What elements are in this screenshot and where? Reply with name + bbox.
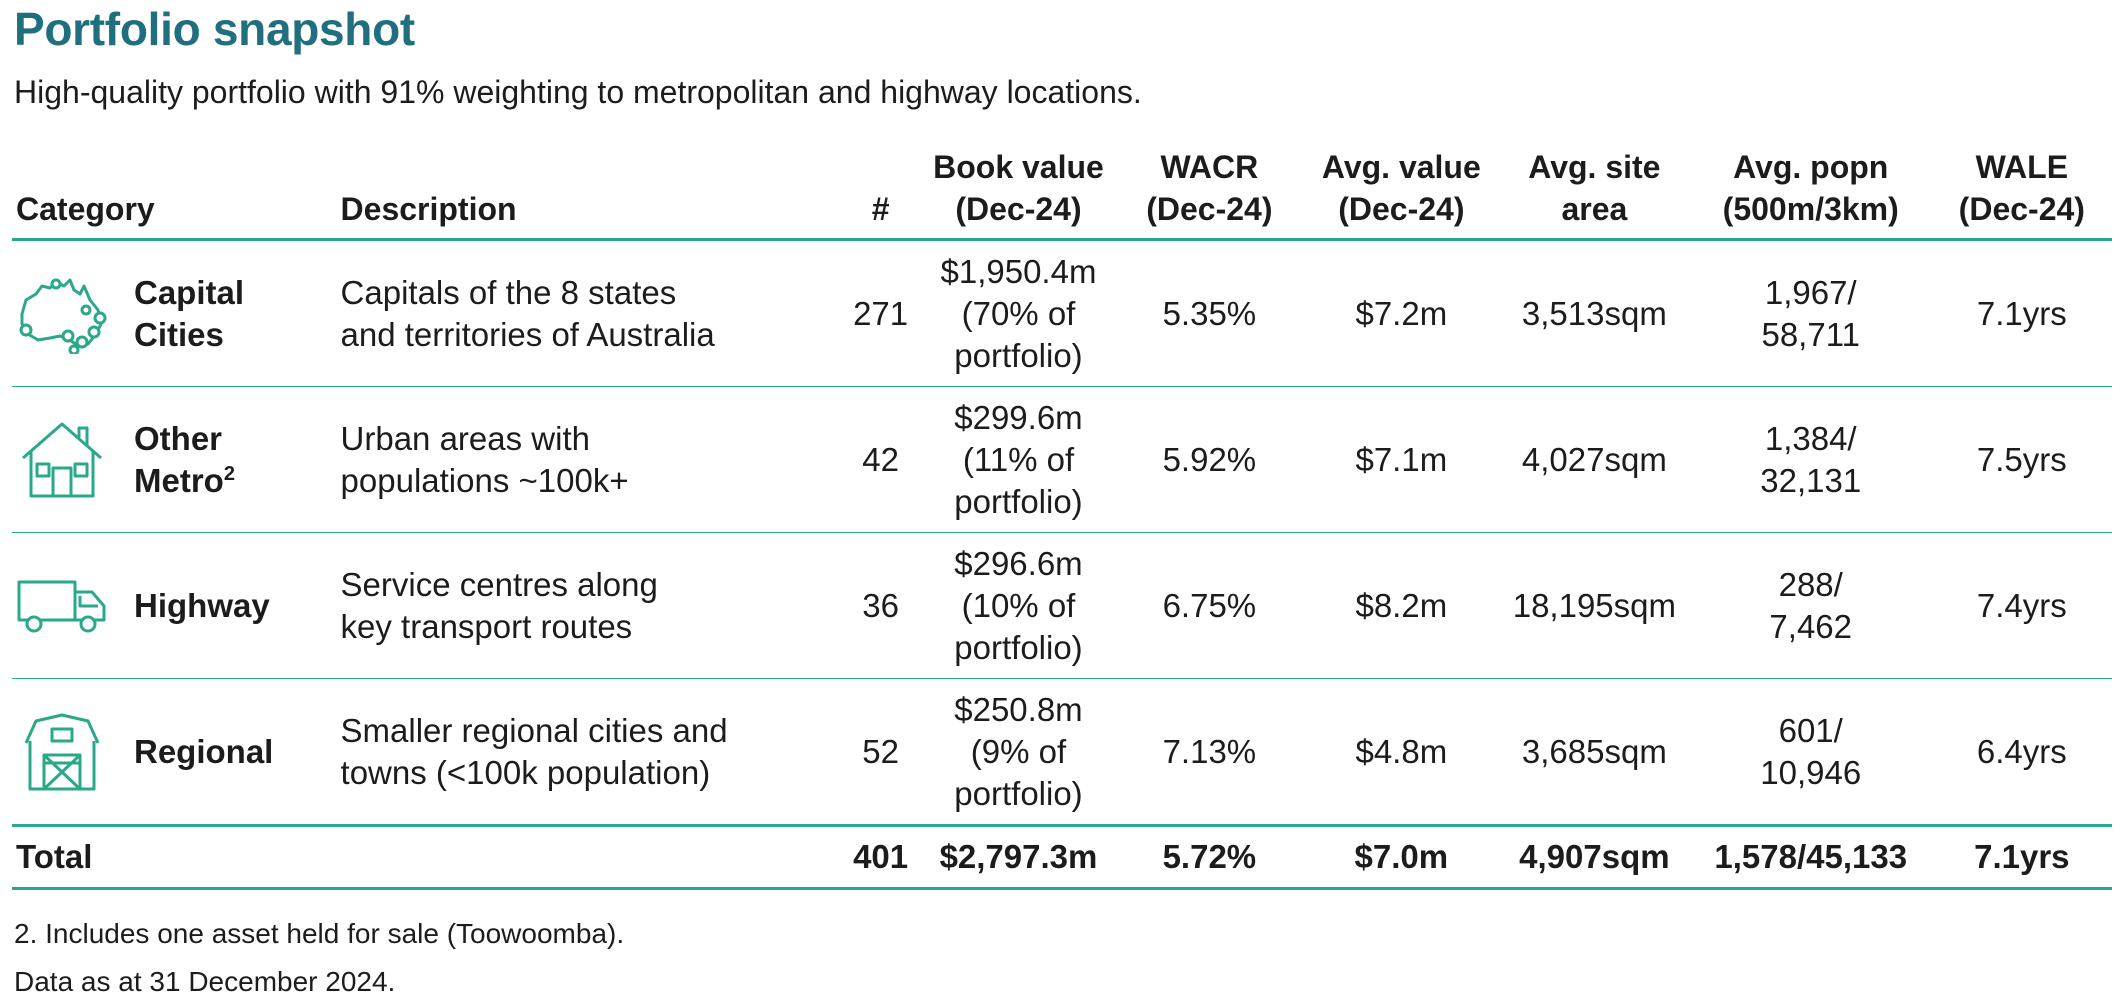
total-wale: 7.1yrs <box>1931 824 2112 890</box>
total-count: 401 <box>839 824 922 890</box>
australia-map-icon <box>16 268 108 360</box>
avg-popn-cell: 1,384/32,131 <box>1689 386 1932 533</box>
total-label: Total <box>12 824 337 890</box>
header-description: Description <box>336 146 840 241</box>
wale-cell: 7.1yrs <box>1931 239 2112 387</box>
footnote: 2. Includes one asset held for sale (Too… <box>14 918 625 949</box>
table-row: Highway Service centres along key transpo… <box>12 532 2112 679</box>
table-header-row: Category Description # Book value (Dec-24… <box>12 146 2112 241</box>
total-wacr: 5.72% <box>1114 824 1304 890</box>
book-value-cell: $250.8m (9% of portfolio) <box>921 678 1115 826</box>
count-cell: 36 <box>839 532 922 679</box>
table-row: Capital Cities Capitals of the 8 states an… <box>12 239 2112 387</box>
wale-cell: 7.5yrs <box>1931 386 2112 533</box>
table-row: Regional Smaller regional cities and town… <box>12 678 2112 826</box>
header-book-value: Book value (Dec-24) <box>921 146 1115 241</box>
page-title: Portfolio snapshot <box>14 3 415 55</box>
wale-cell: 7.4yrs <box>1931 532 2112 679</box>
category-cell: Highway <box>12 532 337 679</box>
category-cell: Regional <box>12 678 337 826</box>
category-name: Regional <box>134 732 274 770</box>
book-value-cell: $299.6m (11% of portfolio) <box>921 386 1115 533</box>
avg-site-area-cell: 3,685sqm <box>1498 678 1690 826</box>
count-cell: 271 <box>839 239 922 387</box>
wacr-cell: 7.13% <box>1114 678 1304 826</box>
wacr-cell: 5.92% <box>1114 386 1304 533</box>
house-icon <box>16 414 108 506</box>
description-cell: Service centres along key transport route… <box>336 532 840 679</box>
total-book-value: $2,797.3m <box>921 824 1115 890</box>
avg-site-area-cell: 18,195sqm <box>1498 532 1690 679</box>
book-value-cell: $296.6m (10% of portfolio) <box>921 532 1115 679</box>
avg-site-area-cell: 3,513sqm <box>1498 239 1690 387</box>
data-date-note: Data as at 31 December 2024. <box>14 966 396 997</box>
header-avg-site-area: Avg. site area <box>1498 146 1690 241</box>
barn-icon <box>16 706 108 798</box>
total-avg-popn: 1,578/45,133 <box>1689 824 1932 890</box>
category-name: Capital Cities <box>134 273 245 353</box>
count-cell: 52 <box>839 678 922 826</box>
description-cell: Urban areas with populations ~100k+ <box>336 386 840 533</box>
header-count: # <box>839 146 922 241</box>
wale-cell: 6.4yrs <box>1931 678 2112 826</box>
wacr-cell: 6.75% <box>1114 532 1304 679</box>
header-avg-popn: Avg. popn (500m/3km) <box>1689 146 1932 241</box>
header-category: Category <box>12 146 337 241</box>
total-description-empty <box>336 824 840 890</box>
table-row: Other Metro2 Urban areas with populations … <box>12 386 2112 533</box>
book-value-cell: $1,950.4m (70% of portfolio) <box>921 239 1115 387</box>
category-cell: Capital Cities <box>12 239 337 387</box>
category-name: Highway <box>134 586 270 624</box>
avg-value-cell: $8.2m <box>1303 532 1499 679</box>
category-name: Other Metro2 <box>134 419 235 499</box>
total-row: Total 401 $2,797.3m 5.72% $7.0m 4,907sqm… <box>12 824 2112 890</box>
footnote-marker: 2 <box>223 462 235 485</box>
portfolio-table: Category Description # Book value (Dec-24… <box>12 146 2112 890</box>
category-cell: Other Metro2 <box>12 386 337 533</box>
header-wale: WALE (Dec-24) <box>1931 146 2112 241</box>
page-subtitle: High-quality portfolio with 91% weightin… <box>14 74 1142 110</box>
total-avg-value: $7.0m <box>1303 824 1499 890</box>
avg-popn-cell: 1,967/58,711 <box>1689 239 1932 387</box>
description-cell: Smaller regional cities and towns (<100k … <box>336 678 840 826</box>
avg-site-area-cell: 4,027sqm <box>1498 386 1690 533</box>
header-avg-value: Avg. value (Dec-24) <box>1303 146 1499 241</box>
avg-value-cell: $7.1m <box>1303 386 1499 533</box>
header-wacr: WACR (Dec-24) <box>1114 146 1304 241</box>
avg-popn-cell: 288/7,462 <box>1689 532 1932 679</box>
avg-popn-cell: 601/10,946 <box>1689 678 1932 826</box>
wacr-cell: 5.35% <box>1114 239 1304 387</box>
avg-value-cell: $4.8m <box>1303 678 1499 826</box>
description-cell: Capitals of the 8 states and territories … <box>336 239 840 387</box>
avg-value-cell: $7.2m <box>1303 239 1499 387</box>
truck-icon <box>16 560 108 652</box>
total-avg-site-area: 4,907sqm <box>1498 824 1690 890</box>
count-cell: 42 <box>839 386 922 533</box>
